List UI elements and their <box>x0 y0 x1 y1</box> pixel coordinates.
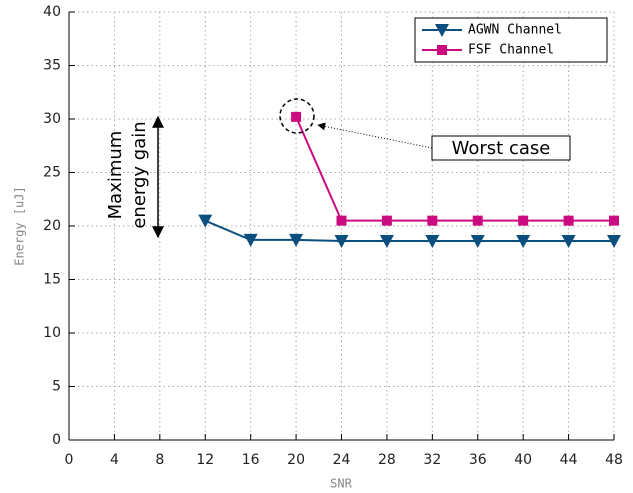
y-tick-label: 30 <box>43 111 61 127</box>
marker <box>607 234 621 248</box>
worst-annotation: Worst case <box>452 138 551 159</box>
marker <box>435 24 449 37</box>
x-tick-label: 16 <box>242 452 260 468</box>
y-tick-label: 15 <box>43 272 61 288</box>
worst-box <box>431 135 571 161</box>
y-tick-label: 5 <box>52 379 61 395</box>
marker <box>561 234 576 248</box>
legend-label: AGWN Channel <box>468 23 562 38</box>
x-tick-label: 20 <box>287 452 305 468</box>
marker <box>289 233 304 247</box>
x-tick-label: 12 <box>196 452 214 468</box>
worst-arrow <box>317 122 433 149</box>
marker <box>516 234 531 248</box>
marker <box>609 215 619 226</box>
y-tick-label: 25 <box>43 165 61 181</box>
marker <box>437 45 447 55</box>
marker <box>379 234 394 248</box>
x-tick-label: 40 <box>514 452 532 468</box>
marker <box>381 215 392 226</box>
x-tick-label: 0 <box>65 452 74 468</box>
marker <box>336 215 347 226</box>
x-tick-label: 44 <box>560 452 578 468</box>
y-tick-label: 0 <box>52 432 61 448</box>
gain-annotation: energy gain <box>129 121 150 228</box>
marker <box>243 233 258 247</box>
gain-annotation: Maximum <box>105 131 126 220</box>
marker <box>334 234 349 248</box>
series-line <box>295 116 614 222</box>
x-tick-label: 28 <box>378 452 396 468</box>
y-axis-label: Energy [uJ] <box>13 186 27 265</box>
y-tick-label: 20 <box>43 218 61 234</box>
x-tick-label: 36 <box>469 452 487 468</box>
marker <box>198 214 213 228</box>
marker <box>425 234 440 248</box>
y-tick-label: 40 <box>43 4 61 20</box>
y-tick-label: 35 <box>43 58 61 74</box>
x-tick-label: 24 <box>333 452 351 468</box>
legend-label: FSF Channel <box>468 43 554 58</box>
y-tick-label: 10 <box>43 325 61 341</box>
x-axis-label: SNR <box>330 477 352 491</box>
marker <box>563 215 574 226</box>
x-tick-label: 48 <box>605 452 623 468</box>
marker <box>470 234 485 248</box>
x-tick-label: 4 <box>110 452 119 468</box>
series-line <box>204 219 614 242</box>
worst-circle <box>279 98 315 134</box>
marker <box>291 111 302 122</box>
x-tick-label: 32 <box>423 452 441 468</box>
marker <box>427 215 438 226</box>
marker <box>518 215 529 226</box>
x-tick-label: 8 <box>155 452 164 468</box>
marker <box>472 215 483 226</box>
